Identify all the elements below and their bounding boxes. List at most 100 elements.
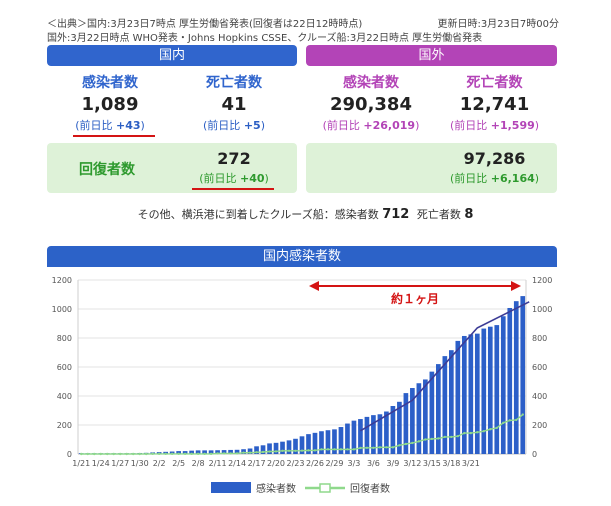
- x-tick-9: 2/17: [248, 459, 266, 468]
- domestic-infected-label: 感染者数: [82, 75, 138, 91]
- recovered-point-36: [313, 449, 317, 452]
- bar-60: [468, 334, 474, 454]
- bar-23: [228, 449, 233, 454]
- domestic-deaths-value: 41: [221, 94, 247, 115]
- domestic-deaths: 死亡者数 41 (前日比 +5): [179, 72, 289, 133]
- bar-53: [423, 379, 428, 454]
- cruise-deaths-value: 8: [464, 207, 474, 222]
- recovered-point-61: [476, 431, 479, 434]
- recovered-point-34: [300, 449, 304, 452]
- bar-20: [208, 450, 214, 454]
- recovered-point-62: [482, 430, 485, 433]
- bar-66: [507, 307, 513, 454]
- x-tick-4: 2/2: [153, 459, 166, 468]
- recovered-point-11: [151, 452, 154, 456]
- chart-title: 国内感染者数: [47, 246, 557, 267]
- bar-62: [481, 328, 487, 454]
- bar-68: [520, 296, 526, 454]
- recovered-point-0: [80, 452, 83, 456]
- bar-36: [312, 432, 318, 454]
- recovered-point-3: [99, 452, 102, 456]
- recovered-point-63: [489, 428, 492, 431]
- bar-18: [195, 450, 201, 454]
- bar-51: [410, 388, 415, 454]
- recovered-point-47: [385, 446, 388, 449]
- x-tick-10: 2/20: [267, 459, 285, 468]
- recovered-point-27: [255, 451, 258, 454]
- recovered-point-49: [398, 444, 401, 447]
- recovered-point-54: [430, 437, 434, 441]
- x-tick-7: 2/11: [209, 459, 227, 468]
- recovered-point-21: [216, 452, 219, 455]
- x-tick-12: 2/26: [306, 459, 324, 468]
- domestic-infected: 感染者数 1,089 (前日比 +43): [55, 72, 165, 133]
- bar-22: [221, 450, 227, 454]
- domestic-recovered-label: 回復者数: [79, 162, 135, 178]
- overseas-recovered: 97,286 (前日比 +6,164): [432, 147, 557, 186]
- bar-56: [442, 356, 448, 454]
- y-tick-left-0: 0: [67, 450, 72, 459]
- bar-61: [474, 333, 480, 454]
- bar-28: [260, 445, 266, 454]
- domestic-recovered: 272 (前日比 +40): [179, 147, 289, 186]
- bar-55: [436, 364, 441, 454]
- x-tick-16: 3/9: [386, 459, 399, 468]
- bar-43: [358, 419, 363, 454]
- bar-46: [377, 414, 383, 454]
- recovered-point-42: [352, 448, 356, 451]
- bar-17: [189, 450, 194, 454]
- bar-41: [345, 423, 350, 454]
- x-tick-11: 2/23: [287, 459, 305, 468]
- domestic-recovered-diff: (前日比 +40): [199, 172, 269, 185]
- y-tick-right-200: 200: [532, 421, 547, 430]
- overseas-recovered-card: 97,286 (前日比 +6,164): [306, 143, 557, 193]
- recovered-point-32: [287, 449, 291, 453]
- bar-58: [455, 340, 461, 454]
- chart-legend: 感染者数 回復者数: [211, 482, 390, 495]
- recovered-point-48: [391, 446, 395, 449]
- bar-42: [351, 420, 357, 454]
- recovered-point-4: [106, 452, 109, 456]
- y-tick-left-200: 200: [57, 421, 72, 430]
- recovered-diff-underline: [192, 188, 274, 190]
- bar-63: [487, 326, 493, 454]
- bar-49: [397, 401, 402, 454]
- x-tick-3: 1/30: [131, 459, 149, 468]
- y-tick-left-400: 400: [57, 392, 72, 401]
- bar-52: [416, 383, 422, 454]
- recovered-point-10: [144, 452, 148, 456]
- domestic-infected-value: 1,089: [81, 94, 139, 115]
- annotation-arrow-right: [511, 281, 521, 291]
- infected-bars: [78, 296, 526, 454]
- y-axis-right: 0 200 400 600 800 1000 1200: [532, 276, 552, 459]
- bar-35: [306, 434, 311, 454]
- source-line-1: ＜出典＞国内:3月23日7時点 厚生労働省発表(回復者は22日12時時点): [47, 19, 363, 30]
- y-tick-left-600: 600: [57, 363, 72, 372]
- infected-diff-underline: [73, 135, 155, 137]
- recovered-point-19: [203, 452, 206, 456]
- overseas-deaths: 死亡者数 12,741 (前日比 +1,599): [432, 72, 557, 133]
- annotation-arrow-left: [309, 281, 319, 291]
- y-tick-right-800: 800: [532, 334, 547, 343]
- y-tick-right-1000: 1000: [532, 305, 552, 314]
- recovered-point-38: [326, 448, 330, 451]
- source-line-2: 国外:3月22日時点 WHO発表・Johns Hopkins CSSE、クルーズ…: [47, 33, 483, 44]
- recovered-point-6: [119, 452, 122, 456]
- y-tick-left-800: 800: [57, 334, 72, 343]
- recovered-point-14: [170, 452, 174, 456]
- bar-47: [384, 411, 389, 454]
- bar-50: [403, 393, 409, 454]
- bar-38: [325, 430, 331, 454]
- x-tick-8: 2/14: [228, 459, 246, 468]
- recovered-point-35: [307, 449, 310, 452]
- bar-21: [215, 450, 220, 454]
- bar-59: [461, 335, 467, 454]
- recovered-point-15: [177, 452, 180, 456]
- y-tick-right-600: 600: [532, 363, 547, 372]
- annotation: 約１ヶ月: [309, 281, 521, 306]
- cruise-infected-value: 712: [382, 207, 410, 222]
- recovered-point-52: [417, 440, 421, 443]
- recovered-point-22: [222, 452, 226, 455]
- bar-32: [286, 440, 292, 454]
- recovered-point-33: [294, 449, 297, 453]
